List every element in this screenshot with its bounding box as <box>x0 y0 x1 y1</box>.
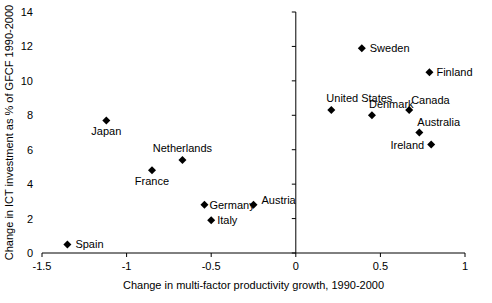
y-tick <box>292 12 296 13</box>
point <box>207 216 215 224</box>
x-tick <box>465 253 466 257</box>
y-tick <box>292 184 296 185</box>
point <box>63 240 71 248</box>
y-tick-label: 10 <box>21 75 33 87</box>
point <box>200 201 208 209</box>
y-tick <box>292 253 296 254</box>
x-tick <box>380 253 381 257</box>
y-tick-label: 14 <box>21 6 33 18</box>
x-tick-label: 0.5 <box>373 260 388 272</box>
point <box>427 141 435 149</box>
y-tick-label: 6 <box>27 144 33 156</box>
x-tick <box>211 253 212 257</box>
y-tick-label: 0 <box>27 247 33 259</box>
point <box>415 129 423 137</box>
point-label: Austria <box>262 194 297 206</box>
point-label: Australia <box>417 116 461 128</box>
y-tick <box>292 46 296 47</box>
point <box>358 44 366 52</box>
x-tick-label: -1 <box>122 260 132 272</box>
y-tick-label: 4 <box>27 178 33 190</box>
point-label: Canada <box>411 94 450 106</box>
y-tick-label: 12 <box>21 40 33 52</box>
y-tick-label: 8 <box>27 109 33 121</box>
point <box>148 166 156 174</box>
point <box>425 68 433 76</box>
y-tick <box>292 149 296 150</box>
chart: 0 2 4 6 8 10 12 14 -1.5 -1 -0.5 0 0.5 1 Change in mult… <box>0 0 492 303</box>
x-axis-title: Change in multi-factor productivity grow… <box>123 279 384 291</box>
point-label: Ireland <box>391 139 425 151</box>
point <box>368 111 376 119</box>
x-tick-label: -0.5 <box>202 260 221 272</box>
point <box>327 106 335 114</box>
point <box>178 156 186 164</box>
point-label: Sweden <box>370 42 410 54</box>
point-label: France <box>135 175 169 187</box>
y-tick <box>292 218 296 219</box>
x-tick-label: 1 <box>462 260 468 272</box>
point-label: Spain <box>75 238 103 250</box>
x-axis-line <box>42 253 465 254</box>
x-tick-label: -1.5 <box>33 260 52 272</box>
y-axis-title: Change in ICT investment as % of GFCF 19… <box>3 5 15 260</box>
y-tick-label: 2 <box>27 213 33 225</box>
y-tick <box>292 115 296 116</box>
point-label: Denmark <box>369 98 414 110</box>
point-label: Germany <box>209 199 255 211</box>
points <box>63 44 435 248</box>
x-tick <box>126 253 127 257</box>
point-label: Italy <box>217 214 238 226</box>
x-tick-label: 0 <box>293 260 299 272</box>
x-tick <box>295 253 296 257</box>
y-tick <box>292 80 296 81</box>
y-axis-line <box>295 12 296 253</box>
point-label: Netherlands <box>153 142 213 154</box>
point <box>102 116 110 124</box>
point-label: Finland <box>436 66 472 78</box>
x-tick <box>42 253 43 257</box>
point-label: Japan <box>91 125 121 137</box>
